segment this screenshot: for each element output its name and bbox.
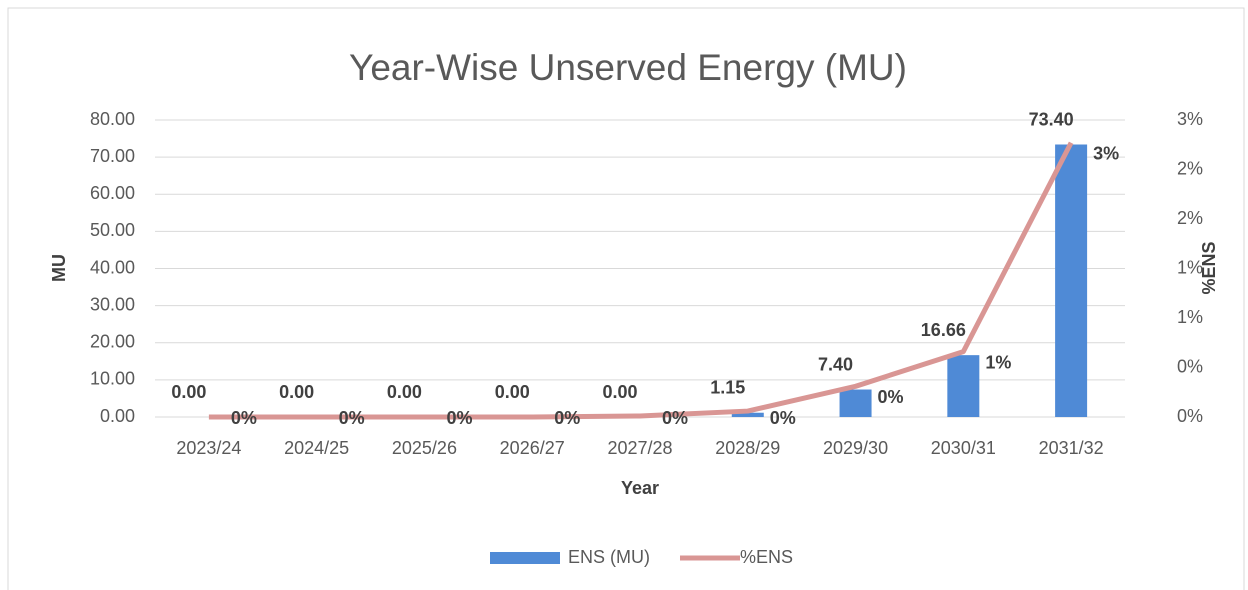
chart-title: Year-Wise Unserved Energy (MU) <box>349 47 907 88</box>
bar <box>731 412 764 417</box>
x-tick-label: 2028/29 <box>715 438 780 458</box>
y-tick-label: 0.00 <box>100 406 135 426</box>
y-tick-label: 10.00 <box>90 369 135 389</box>
x-tick-label: 2027/28 <box>607 438 672 458</box>
bar-value-label: 73.40 <box>1029 109 1074 129</box>
y2-tick-label: 1% <box>1177 257 1203 277</box>
x-tick-label: 2023/24 <box>176 438 241 458</box>
y-tick-label: 20.00 <box>90 332 135 352</box>
x-tick-label: 2025/26 <box>392 438 457 458</box>
line-value-label: 0% <box>446 408 472 428</box>
bar <box>1055 144 1088 417</box>
bar-value-label: 0.00 <box>387 382 422 402</box>
y2-axis-label: %ENS <box>1199 241 1219 294</box>
x-axis-label: Year <box>621 478 659 498</box>
bar-value-label: 1.15 <box>710 377 745 397</box>
legend-label: %ENS <box>740 547 793 567</box>
line-value-label: 0% <box>770 408 796 428</box>
line-value-label: 0% <box>554 408 580 428</box>
bar-value-label: 7.40 <box>818 354 853 374</box>
bar-value-label: 0.00 <box>602 382 637 402</box>
legend-label: ENS (MU) <box>568 547 650 567</box>
x-tick-label: 2026/27 <box>500 438 565 458</box>
y-tick-label: 50.00 <box>90 220 135 240</box>
x-tick-label: 2029/30 <box>823 438 888 458</box>
y-tick-label: 30.00 <box>90 294 135 314</box>
bar <box>947 355 980 417</box>
y2-tick-label: 0% <box>1177 406 1203 426</box>
x-tick-label: 2030/31 <box>931 438 996 458</box>
bar-value-label: 16.66 <box>921 320 966 340</box>
y-tick-label: 70.00 <box>90 146 135 166</box>
y-axis-label: MU <box>49 254 69 282</box>
legend-swatch <box>490 552 560 564</box>
bar-value-label: 0.00 <box>171 382 206 402</box>
y2-tick-label: 1% <box>1177 307 1203 327</box>
line-value-label: 0% <box>231 408 257 428</box>
bar-value-label: 0.00 <box>279 382 314 402</box>
x-tick-label: 2031/32 <box>1039 438 1104 458</box>
y2-tick-label: 0% <box>1177 356 1203 376</box>
line-value-label: 1% <box>985 352 1011 372</box>
y2-tick-label: 2% <box>1177 158 1203 178</box>
line-value-label: 3% <box>1093 144 1119 164</box>
bar-value-label: 0.00 <box>495 382 530 402</box>
y-tick-label: 40.00 <box>90 257 135 277</box>
bar <box>839 389 872 417</box>
y2-tick-label: 3% <box>1177 109 1203 129</box>
line-series <box>208 141 1074 420</box>
x-tick-label: 2024/25 <box>284 438 349 458</box>
line-value-label: 0% <box>878 387 904 407</box>
chart-frame <box>7 7 1245 590</box>
line-value-label: 0% <box>339 408 365 428</box>
y-tick-label: 60.00 <box>90 183 135 203</box>
line-value-label: 0% <box>662 408 688 428</box>
y2-tick-label: 2% <box>1177 208 1203 228</box>
y-tick-label: 80.00 <box>90 109 135 129</box>
